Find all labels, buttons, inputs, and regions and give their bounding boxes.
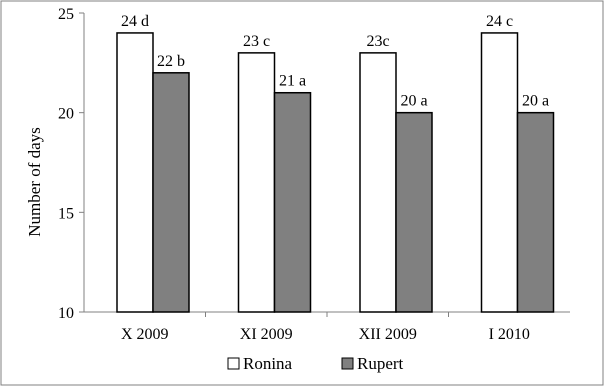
legend-swatch-rupert [341, 357, 354, 370]
bar-data-label: 20 a [522, 93, 549, 110]
bars [116, 32, 555, 313]
bar-ronina-2 [237, 52, 276, 313]
legend-label-rupert: Rupert [357, 354, 404, 373]
bar-data-label: 22 b [157, 53, 185, 70]
bar-ronina-1 [116, 32, 154, 313]
x-tick-label: XI 2009 [240, 326, 293, 343]
y-tick-label: 20 [58, 106, 74, 123]
x-tick-label: I 2010 [489, 326, 530, 343]
legend-swatch-ronina [227, 357, 240, 370]
bar-data-label: 24 d [121, 13, 149, 30]
x-tick-label: XII 2009 [359, 326, 417, 343]
y-ticks: 10 15 20 25 [58, 6, 84, 322]
y-axis-label-group: Number of days [25, 127, 44, 237]
bar-labels: 24 d 22 b 23 c 21 a 23c 20 a 24 c 20 a [121, 13, 549, 110]
bar-ronina-3 [359, 52, 397, 313]
bar-ronina-4 [480, 32, 519, 313]
bar-rupert-4 [516, 111, 555, 313]
bar-data-label: 23c [366, 33, 389, 50]
bar-data-label: 23 c [243, 33, 270, 50]
legend: Ronina Rupert [227, 354, 404, 373]
legend-label-ronina: Ronina [243, 354, 293, 373]
x-tick-labels: X 2009 XI 2009 XII 2009 I 2010 [121, 326, 530, 343]
y-axis-label: Number of days [25, 127, 44, 237]
y-tick-label: 25 [58, 6, 74, 23]
bar-rupert-3 [395, 111, 433, 313]
bar-rupert-2 [273, 91, 312, 313]
bar-data-label: 20 a [400, 93, 427, 110]
y-tick-label: 10 [58, 305, 74, 322]
bar-rupert-1 [152, 72, 190, 313]
x-tick-label: X 2009 [121, 326, 169, 343]
y-tick-label: 15 [58, 205, 74, 222]
bar-data-label: 24 c [486, 13, 513, 30]
bar-data-label: 21 a [279, 73, 306, 90]
